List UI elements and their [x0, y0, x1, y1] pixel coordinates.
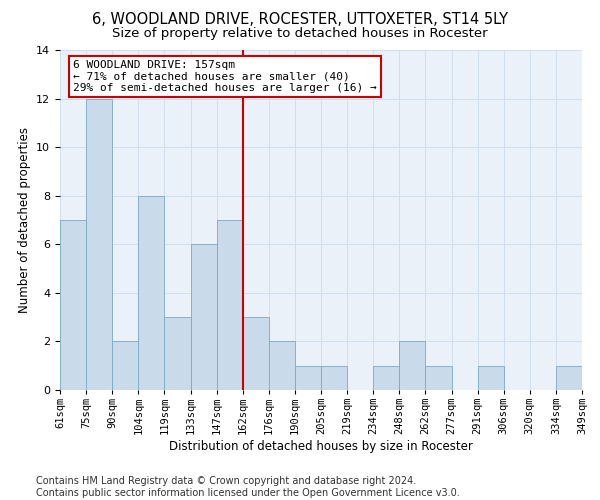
Text: 6, WOODLAND DRIVE, ROCESTER, UTTOXETER, ST14 5LY: 6, WOODLAND DRIVE, ROCESTER, UTTOXETER, … — [92, 12, 508, 28]
Bar — [373, 366, 400, 390]
Bar — [191, 244, 217, 390]
Bar — [164, 317, 191, 390]
Bar — [478, 366, 504, 390]
Text: Size of property relative to detached houses in Rocester: Size of property relative to detached ho… — [112, 28, 488, 40]
Bar — [295, 366, 321, 390]
Bar — [321, 366, 347, 390]
X-axis label: Distribution of detached houses by size in Rocester: Distribution of detached houses by size … — [169, 440, 473, 453]
Bar — [217, 220, 243, 390]
Bar — [60, 220, 86, 390]
Y-axis label: Number of detached properties: Number of detached properties — [17, 127, 31, 313]
Bar — [269, 342, 295, 390]
Text: Contains HM Land Registry data © Crown copyright and database right 2024.
Contai: Contains HM Land Registry data © Crown c… — [36, 476, 460, 498]
Bar — [86, 98, 112, 390]
Text: 6 WOODLAND DRIVE: 157sqm
← 71% of detached houses are smaller (40)
29% of semi-d: 6 WOODLAND DRIVE: 157sqm ← 71% of detach… — [73, 60, 377, 93]
Bar — [112, 342, 139, 390]
Bar — [139, 196, 164, 390]
Bar — [243, 317, 269, 390]
Bar — [425, 366, 452, 390]
Bar — [400, 342, 425, 390]
Bar — [556, 366, 582, 390]
